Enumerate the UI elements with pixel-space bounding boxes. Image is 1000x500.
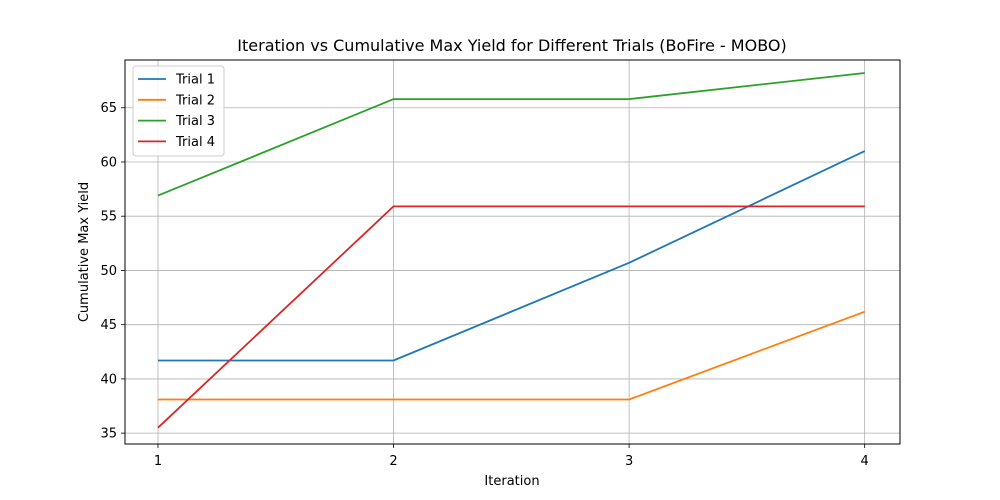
legend-label-trial-3: Trial 3 xyxy=(175,114,215,129)
legend-label-trial-2: Trial 2 xyxy=(175,93,215,108)
y-axis-label: Cumulative Max Yield xyxy=(77,182,92,322)
y-tick-label: 55 xyxy=(100,210,117,225)
x-axis-label: Iteration xyxy=(484,474,539,489)
x-tick-label: 1 xyxy=(154,454,162,469)
legend-label-trial-1: Trial 1 xyxy=(175,73,215,88)
legend-box xyxy=(132,65,225,157)
plot-frame xyxy=(124,59,901,445)
y-tick-label: 45 xyxy=(100,318,117,333)
series-lines xyxy=(157,72,866,429)
legend-label-trial-4: Trial 4 xyxy=(175,135,215,150)
series-line-trial-4 xyxy=(157,205,865,429)
y-tick-label: 35 xyxy=(100,427,117,442)
y-tick-label: 50 xyxy=(100,264,117,279)
legend: Trial 1 Trial 2 Trial 3 Trial 4 xyxy=(132,65,225,157)
x-tick-label: 2 xyxy=(389,454,397,469)
series-line-trial-3 xyxy=(157,72,865,197)
axis-ticks: 1 2 3 4 35 40 45 50 55 60 65 xyxy=(100,101,868,469)
x-tick-label: 4 xyxy=(861,454,869,469)
y-tick-label: 40 xyxy=(100,372,117,387)
y-tick-label: 65 xyxy=(100,101,117,116)
chart-title: Iteration vs Cumulative Max Yield for Di… xyxy=(237,36,786,55)
grid xyxy=(125,60,900,444)
x-tick-label: 3 xyxy=(625,454,633,469)
series-line-trial-2 xyxy=(158,310,866,401)
y-tick-label: 60 xyxy=(100,155,117,170)
